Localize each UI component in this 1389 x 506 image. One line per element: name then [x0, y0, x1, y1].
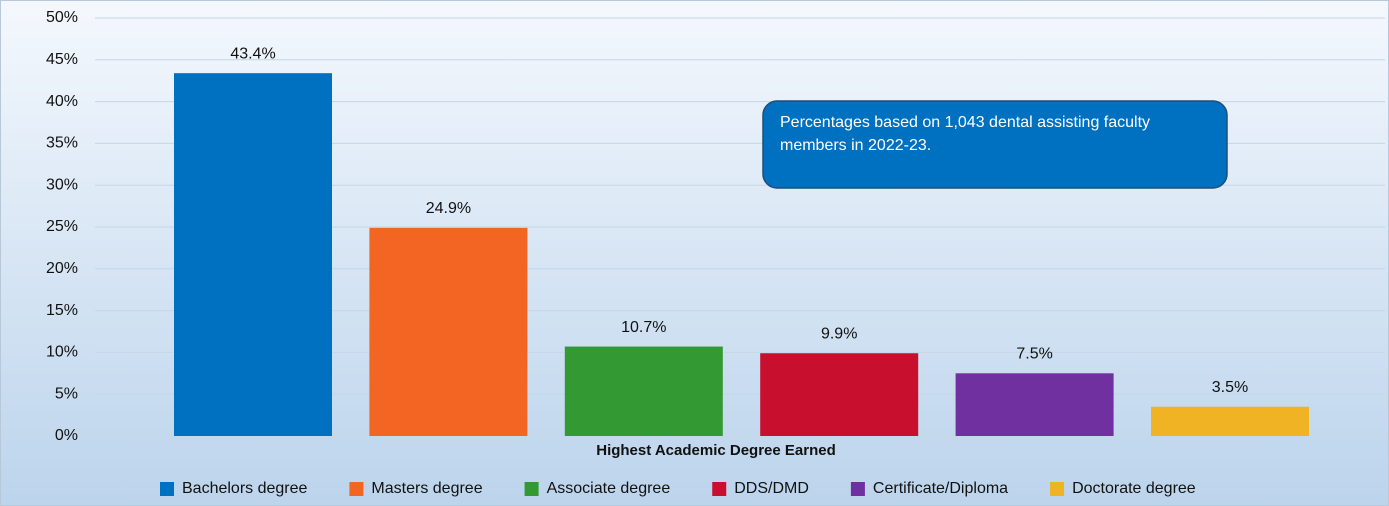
annotation: Percentages based on 1,043 dental assist… [780, 114, 1151, 154]
data-label: 7.5% [1016, 346, 1052, 363]
legend-label: Associate degree [547, 480, 671, 497]
legend-swatch [524, 482, 539, 496]
y-tick-label: 35% [46, 135, 78, 152]
legend-label: Masters degree [371, 480, 482, 497]
bar [564, 346, 723, 436]
annotation-box [762, 100, 1228, 189]
legend-swatch [850, 482, 865, 496]
legend-swatch [1050, 482, 1065, 496]
bar [760, 353, 919, 436]
data-label: 9.9% [821, 325, 857, 342]
legend-swatch [160, 482, 174, 496]
legend-label: Certificate/Diploma [873, 480, 1008, 497]
legend-label: DDS/DMD [734, 480, 809, 497]
x-axis-label: Highest Academic Degree Earned [596, 442, 836, 459]
bar [1151, 406, 1309, 436]
legend-swatch [349, 482, 364, 496]
y-tick-label: 20% [46, 260, 78, 277]
y-tick-label: 5% [55, 385, 78, 402]
annotation-text: Percentages based on 1,043 dental assist… [780, 114, 1151, 154]
bar [369, 227, 528, 436]
legend-swatch [712, 482, 727, 496]
y-tick-label: 50% [46, 9, 78, 26]
y-tick-label: 30% [46, 176, 78, 193]
data-label: 43.4% [230, 45, 275, 62]
y-tick-label: 0% [55, 427, 78, 444]
legend-label: Bachelors degree [182, 480, 308, 497]
y-tick-label: 25% [46, 218, 78, 235]
data-label: 10.7% [621, 319, 666, 336]
legend-label: Doctorate degree [1072, 480, 1196, 497]
y-tick-label: 10% [46, 344, 78, 361]
bar [955, 373, 1114, 436]
data-label: 24.9% [426, 200, 471, 217]
bar [174, 73, 332, 437]
data-label: 3.5% [1212, 379, 1248, 396]
y-tick-label: 45% [46, 51, 78, 68]
y-tick-label: 15% [46, 302, 78, 319]
y-tick-label: 40% [46, 93, 78, 110]
